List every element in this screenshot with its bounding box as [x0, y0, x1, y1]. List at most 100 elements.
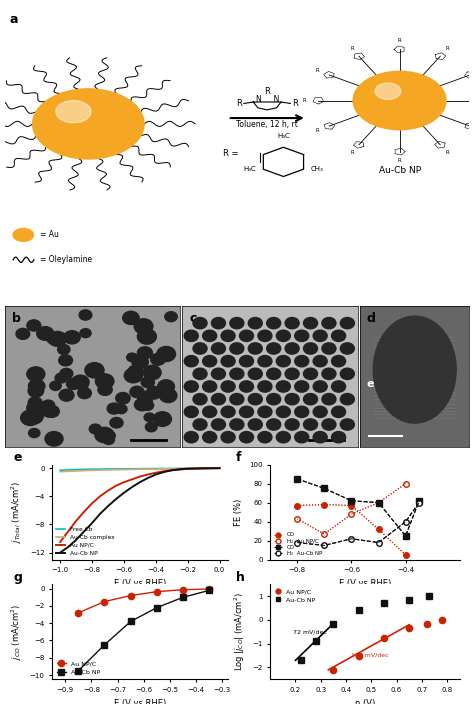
Au-Cb complex	[73, 467, 79, 475]
Text: R: R	[292, 99, 298, 108]
Circle shape	[285, 318, 299, 329]
Au-Cb complex	[105, 466, 111, 474]
Au-Cb NP	[97, 510, 103, 518]
Au NP/C	[121, 478, 127, 486]
Circle shape	[267, 343, 281, 354]
Circle shape	[239, 330, 254, 341]
Text: a: a	[9, 13, 18, 26]
Circle shape	[165, 312, 177, 322]
Circle shape	[95, 427, 114, 443]
Au-Cb NP	[73, 536, 79, 544]
Circle shape	[285, 394, 299, 405]
Circle shape	[124, 368, 142, 383]
Circle shape	[221, 406, 235, 417]
Au-Cb complex	[137, 465, 143, 474]
Legend: Au NP/C, Au-Cb NP: Au NP/C, Au-Cb NP	[55, 660, 101, 677]
Circle shape	[322, 343, 336, 354]
Text: 72 mV/dec: 72 mV/dec	[293, 629, 327, 634]
Circle shape	[72, 375, 89, 389]
Circle shape	[295, 432, 309, 443]
X-axis label: η (V): η (V)	[355, 698, 375, 704]
Au-Cb NP	[145, 474, 151, 482]
Text: R: R	[237, 99, 242, 108]
Circle shape	[221, 330, 235, 341]
Circle shape	[107, 403, 121, 414]
Line: Au-Cb complex: Au-Cb complex	[60, 468, 219, 472]
Au NP/C	[206, 585, 212, 593]
Circle shape	[258, 356, 272, 367]
Au NP/C	[217, 464, 222, 472]
Circle shape	[322, 394, 336, 405]
Au NP/C	[57, 538, 63, 546]
Circle shape	[340, 419, 355, 430]
Circle shape	[141, 377, 155, 388]
Au-Cb NP	[81, 527, 87, 536]
Circle shape	[116, 393, 130, 404]
Circle shape	[221, 432, 235, 443]
Circle shape	[258, 381, 272, 392]
Circle shape	[123, 311, 139, 325]
Text: h: h	[236, 570, 245, 584]
Text: CH₃: CH₃	[310, 166, 323, 172]
Circle shape	[239, 406, 254, 417]
Circle shape	[143, 365, 161, 379]
Text: f: f	[236, 451, 242, 464]
Free Cb	[89, 465, 95, 474]
Circle shape	[221, 356, 235, 367]
Circle shape	[322, 368, 336, 379]
Circle shape	[184, 432, 198, 443]
Circle shape	[258, 406, 272, 417]
Circle shape	[151, 353, 165, 365]
Circle shape	[89, 424, 101, 434]
Circle shape	[28, 384, 44, 397]
Circle shape	[322, 318, 336, 329]
Circle shape	[157, 379, 174, 394]
Au-Cb NP	[105, 502, 111, 510]
Line: Au-Cb NP: Au-Cb NP	[60, 468, 219, 553]
Circle shape	[79, 310, 92, 320]
Circle shape	[258, 330, 272, 341]
Circle shape	[85, 363, 104, 378]
Text: c: c	[190, 312, 197, 325]
Au NP/C	[161, 467, 166, 476]
Legend: CO, H₂  Au NP/C, CO, H₂  Au-Cb NP: CO, H₂ Au NP/C, CO, H₂ Au-Cb NP	[273, 532, 323, 557]
Line: Au NP/C: Au NP/C	[75, 586, 212, 616]
Text: R: R	[350, 46, 354, 51]
Circle shape	[340, 394, 355, 405]
Au NP/C	[169, 466, 174, 474]
Line: Free Cb: Free Cb	[60, 468, 219, 470]
Circle shape	[193, 343, 207, 354]
Au NP/C	[145, 470, 151, 479]
Circle shape	[374, 316, 456, 423]
Circle shape	[132, 356, 148, 369]
Legend: Free Cb, Au-Cb complex, Au NP/C, Au-Cb NP: Free Cb, Au-Cb complex, Au NP/C, Au-Cb N…	[55, 525, 116, 557]
Circle shape	[80, 329, 91, 338]
Circle shape	[303, 368, 318, 379]
Circle shape	[193, 318, 207, 329]
Circle shape	[21, 410, 40, 425]
Circle shape	[153, 412, 172, 427]
Circle shape	[239, 381, 254, 392]
Circle shape	[203, 330, 217, 341]
Circle shape	[146, 386, 162, 399]
Circle shape	[203, 432, 217, 443]
Circle shape	[331, 432, 346, 443]
Free Cb	[105, 465, 111, 473]
Circle shape	[303, 419, 318, 430]
Circle shape	[134, 319, 153, 334]
Text: R: R	[398, 38, 401, 43]
Text: H₃C: H₃C	[277, 132, 290, 139]
Text: Toluene, 12 h, rt: Toluene, 12 h, rt	[236, 120, 298, 129]
Circle shape	[211, 419, 226, 430]
Text: R =: R =	[223, 149, 238, 158]
Circle shape	[230, 419, 244, 430]
Text: R: R	[398, 158, 401, 163]
Au NP/C	[81, 508, 87, 516]
Circle shape	[248, 419, 262, 430]
Circle shape	[295, 406, 309, 417]
Au NP/C	[113, 482, 119, 490]
Circle shape	[230, 394, 244, 405]
Circle shape	[331, 381, 346, 392]
Circle shape	[203, 356, 217, 367]
Circle shape	[104, 431, 115, 440]
